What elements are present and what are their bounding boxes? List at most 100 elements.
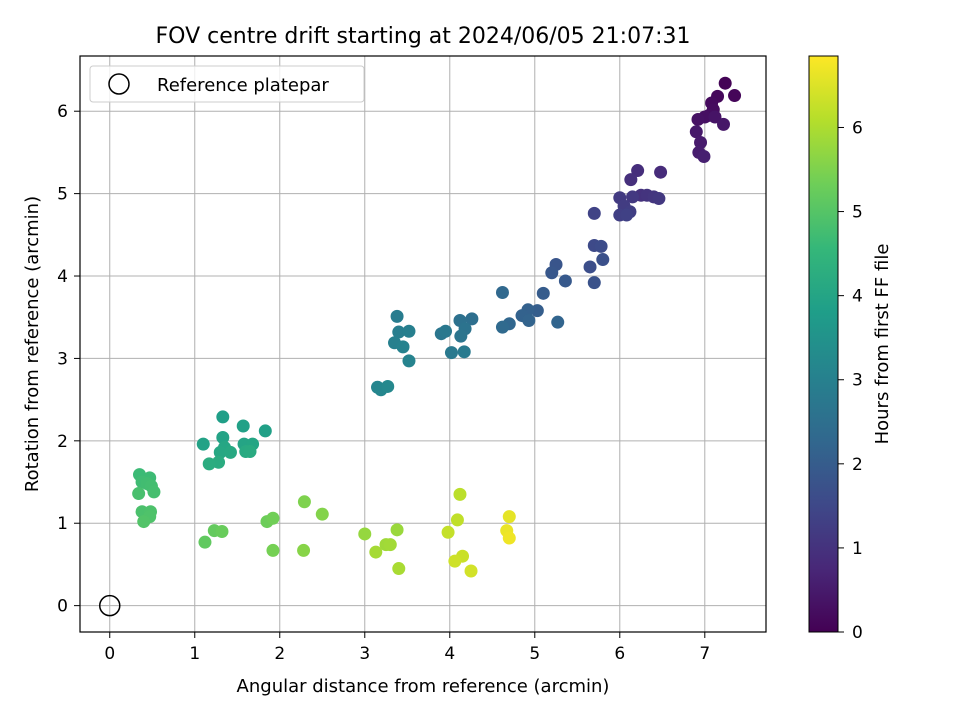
data-point (266, 511, 280, 525)
data-point (718, 76, 732, 90)
data-point (381, 379, 395, 393)
x-tick-label: 3 (359, 644, 370, 664)
x-tick-label: 0 (104, 644, 115, 664)
data-point (315, 507, 329, 521)
data-point (390, 523, 404, 537)
chart-title: FOV centre drift starting at 2024/06/05 … (156, 24, 691, 49)
data-point (689, 125, 703, 139)
colorbar-tick-label: 5 (852, 203, 863, 223)
data-point (198, 535, 212, 549)
data-point (266, 543, 280, 557)
data-point (444, 346, 458, 360)
data-point (439, 324, 453, 338)
x-tick-label: 1 (189, 644, 200, 664)
data-point (716, 117, 730, 131)
data-point (495, 320, 509, 334)
data-point (453, 487, 467, 501)
data-point (196, 437, 210, 451)
data-point (594, 239, 608, 253)
data-point (402, 354, 416, 368)
legend-box (89, 65, 365, 103)
data-point (464, 564, 478, 578)
data-point (223, 445, 237, 459)
colorbar-tick-label: 6 (852, 118, 863, 138)
data-point (147, 485, 161, 499)
data-point (558, 274, 572, 288)
data-point (522, 314, 536, 328)
data-point (502, 531, 516, 545)
data-point (502, 510, 516, 524)
data-point (216, 410, 230, 424)
y-tick-label: 4 (57, 267, 68, 287)
y-tick-label: 3 (57, 349, 68, 369)
data-point (396, 340, 410, 354)
data-point (624, 173, 638, 187)
data-point (694, 136, 708, 150)
data-point (448, 554, 462, 568)
colorbar-tick-label: 1 (852, 539, 863, 559)
data-point (243, 445, 257, 459)
data-point (536, 286, 550, 300)
data-point (654, 165, 668, 179)
data-point (450, 513, 464, 527)
x-tick-label: 6 (614, 644, 625, 664)
data-point (402, 324, 416, 338)
data-point (652, 192, 666, 206)
data-point (551, 315, 565, 329)
data-point (202, 457, 216, 471)
x-tick-label: 4 (444, 644, 455, 664)
data-point (596, 253, 610, 267)
y-tick-label: 5 (57, 185, 68, 205)
x-tick-label: 2 (274, 644, 285, 664)
x-tick-label: 5 (529, 644, 540, 664)
data-point (495, 285, 509, 299)
data-point (383, 538, 397, 552)
data-point (626, 190, 640, 204)
data-point (708, 110, 722, 124)
colorbar-tick-label: 2 (852, 455, 863, 475)
y-tick-label: 0 (57, 597, 68, 617)
data-point (236, 419, 250, 433)
data-point (545, 266, 559, 280)
data-point (587, 206, 601, 220)
data-point (390, 309, 404, 323)
y-tick-label: 2 (57, 432, 68, 452)
data-point (441, 525, 455, 539)
data-point (691, 112, 705, 126)
data-point (369, 545, 383, 559)
data-point (728, 89, 742, 103)
data-point (358, 527, 372, 541)
data-point (583, 260, 597, 274)
y-tick-label: 1 (57, 514, 68, 534)
data-point (216, 431, 230, 445)
data-point (137, 515, 151, 529)
colorbar (808, 55, 839, 633)
data-point (392, 562, 406, 576)
data-point (465, 312, 479, 326)
colorbar-label: Hours from first FF file (872, 244, 893, 445)
legend: Reference platepar (89, 65, 365, 103)
data-point (530, 304, 544, 318)
data-point (213, 445, 227, 459)
data-point (297, 543, 311, 557)
reference-platepar-marker (99, 594, 121, 617)
data-point (697, 150, 711, 164)
data-point (457, 345, 471, 359)
y-tick-label: 6 (57, 102, 68, 122)
scatter-points (99, 76, 742, 617)
x-tick-label: 7 (699, 644, 710, 664)
colorbar-ticks: 0 1 2 3 4 5 6 (838, 118, 863, 643)
legend-reference-marker (108, 73, 130, 95)
data-point (620, 208, 634, 222)
data-point (132, 487, 146, 501)
colorbar-tick-label: 0 (852, 623, 863, 643)
colorbar-tick-label: 3 (852, 371, 863, 391)
colorbar-tick-label: 4 (852, 287, 863, 307)
x-axis-label: Angular distance from reference (arcmin) (237, 676, 610, 697)
data-point (215, 524, 229, 538)
data-point (297, 495, 311, 509)
data-point (587, 276, 601, 290)
legend-label-reference-platepar: Reference platepar (157, 75, 329, 96)
